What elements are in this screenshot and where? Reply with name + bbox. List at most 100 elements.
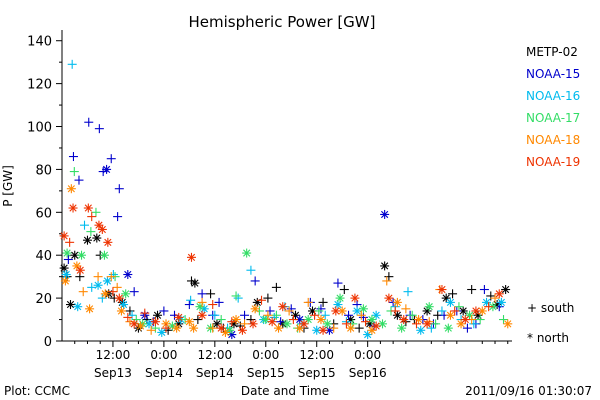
x-tick-time-label: 0:00	[354, 348, 381, 362]
point-south-marker	[284, 306, 294, 316]
point-south-marker	[112, 282, 122, 292]
x-tick-date-label: Sep13	[94, 366, 132, 380]
point-north-marker	[97, 224, 107, 234]
y-tick-label: 60	[35, 206, 52, 221]
point-south-marker	[475, 315, 485, 325]
point-north-marker	[445, 310, 455, 320]
point-south-marker	[65, 237, 75, 247]
point-south-marker	[240, 319, 250, 329]
point-south-marker	[450, 306, 460, 316]
point-north-marker	[59, 231, 69, 241]
point-south-marker	[341, 319, 351, 329]
point-north-marker	[267, 317, 277, 327]
point-south-marker	[78, 287, 88, 297]
point-north-marker	[333, 300, 343, 310]
point-south-marker	[333, 278, 343, 288]
point-south-marker	[310, 310, 320, 320]
point-north-marker	[186, 252, 196, 262]
point-north-marker	[102, 164, 112, 174]
point-north-marker	[172, 323, 182, 333]
point-north-marker	[252, 297, 262, 307]
point-south-marker	[356, 310, 366, 320]
point-north-marker	[129, 319, 139, 329]
point-south-marker	[462, 323, 472, 333]
point-north-marker	[153, 310, 163, 320]
y-tick-label: 120	[27, 78, 52, 93]
point-north-marker	[261, 315, 271, 325]
point-north-marker	[174, 312, 184, 322]
point-south-marker	[140, 308, 150, 318]
point-north-marker	[123, 270, 133, 280]
legend-entry: NOAA-17	[526, 111, 580, 125]
point-south-marker	[227, 317, 237, 327]
point-south-marker	[484, 302, 494, 312]
point-north-marker	[102, 276, 112, 286]
point-north-marker	[414, 315, 424, 325]
point-south-marker	[108, 270, 118, 280]
point-south-marker	[127, 310, 137, 320]
point-north-marker	[184, 317, 194, 327]
y-axis-label: P [GW]	[1, 165, 15, 207]
point-north-marker	[189, 323, 199, 333]
point-north-marker	[399, 315, 409, 325]
point-north-marker	[392, 310, 402, 320]
y-tick-label: 20	[35, 292, 52, 307]
point-south-marker	[469, 319, 479, 329]
x-tick-date-label: Sep15	[298, 366, 336, 380]
point-north-marker	[352, 306, 362, 316]
data-points	[59, 59, 513, 340]
chart-title: Hemispheric Power [GW]	[189, 13, 376, 31]
point-south-marker	[129, 287, 139, 297]
point-south-marker	[87, 282, 97, 292]
point-south-marker	[288, 315, 298, 325]
point-north-marker	[237, 325, 247, 335]
point-north-marker	[416, 325, 426, 335]
point-south-marker	[106, 154, 116, 164]
point-north-marker	[73, 302, 83, 312]
point-north-marker	[494, 289, 504, 299]
marker-legend: + south * north	[527, 301, 574, 345]
point-south-marker	[106, 272, 116, 282]
point-north-marker	[274, 323, 284, 333]
point-south-marker	[113, 212, 123, 222]
point-south-marker	[123, 312, 133, 322]
point-north-marker	[59, 263, 69, 273]
point-north-marker	[346, 323, 356, 333]
footer-timestamp: 2011/09/16 01:30:07	[465, 384, 592, 398]
point-north-marker	[248, 319, 258, 329]
point-south-marker	[210, 310, 220, 320]
point-north-marker	[445, 297, 455, 307]
point-south-marker	[170, 310, 179, 320]
point-north-marker	[397, 323, 407, 333]
point-north-marker	[350, 293, 360, 303]
point-south-marker	[163, 325, 173, 335]
point-south-marker	[286, 304, 296, 314]
point-south-marker	[254, 306, 264, 316]
point-south-marker	[384, 272, 394, 282]
point-south-marker	[479, 285, 489, 295]
point-south-marker	[94, 124, 104, 134]
point-north-marker	[335, 293, 345, 303]
point-north-marker	[60, 276, 70, 286]
point-south-marker	[257, 295, 267, 305]
point-south-marker	[499, 315, 509, 325]
point-south-marker	[125, 306, 135, 316]
x-axis-ticks: 12:00 Sep13 0:00 Sep14 12:00 Sep14 0:00 Sep15 12…	[74, 341, 509, 380]
y-tick-label: 0	[44, 335, 52, 350]
point-north-marker	[77, 250, 87, 260]
point-north-marker	[61, 270, 71, 280]
point-north-marker	[299, 319, 309, 329]
point-north-marker	[195, 302, 205, 312]
point-south-marker	[318, 297, 328, 307]
point-south-marker	[146, 325, 156, 335]
point-north-marker	[116, 306, 126, 316]
point-south-marker	[431, 319, 441, 329]
point-north-marker	[66, 184, 76, 194]
point-north-marker	[460, 315, 470, 325]
point-south-marker	[91, 207, 101, 217]
point-south-marker	[263, 310, 273, 320]
point-south-marker	[269, 312, 279, 322]
point-north-marker	[501, 285, 511, 295]
marker-legend-entry: + south	[527, 301, 574, 315]
point-south-marker	[216, 315, 226, 325]
